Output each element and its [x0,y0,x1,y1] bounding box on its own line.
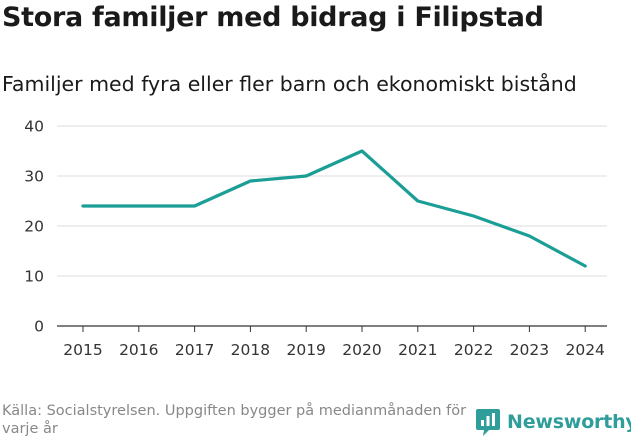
y-tick-label: 0 [34,318,44,336]
y-tick-label: 10 [24,268,44,286]
x-tick-label: 2024 [565,341,604,359]
x-tick-label: 2018 [231,341,270,359]
chart-subtitle: Familjer med fyra eller fler barn och ek… [2,72,577,96]
x-tick-label: 2019 [286,341,325,359]
gridlines [57,125,607,277]
y-tick-label: 40 [24,118,44,136]
x-tick-label: 2021 [398,341,437,359]
x-tick-label: 2017 [175,341,214,359]
x-tick-label: 2022 [454,341,493,359]
x-tick-label: 2016 [119,341,158,359]
y-tick-label: 20 [24,218,44,236]
axes: 0 10 20 30 40 2015 2016 2017 2018 2019 2020 2021 202… [24,118,607,359]
line-chart: 0 10 20 30 40 2015 2016 2017 2018 2019 2020 2021 202… [24,118,607,359]
source-note: Källa: Socialstyrelsen. Uppgiften bygger… [2,403,467,437]
newsworthy-logo-icon [476,409,500,436]
x-tick-label: 2023 [510,341,549,359]
series-line-0 [81,149,587,268]
brand-logo[interactable]: Newsworthy [475,407,631,437]
brand-name: Newsworthy [507,411,631,433]
x-tick-label: 2015 [63,341,102,359]
y-tick-label: 30 [24,168,44,186]
x-tick-label: 2020 [342,341,381,359]
chart-title: Stora familjer med bidrag i Filipstad [2,2,544,33]
series-layer [81,149,587,268]
